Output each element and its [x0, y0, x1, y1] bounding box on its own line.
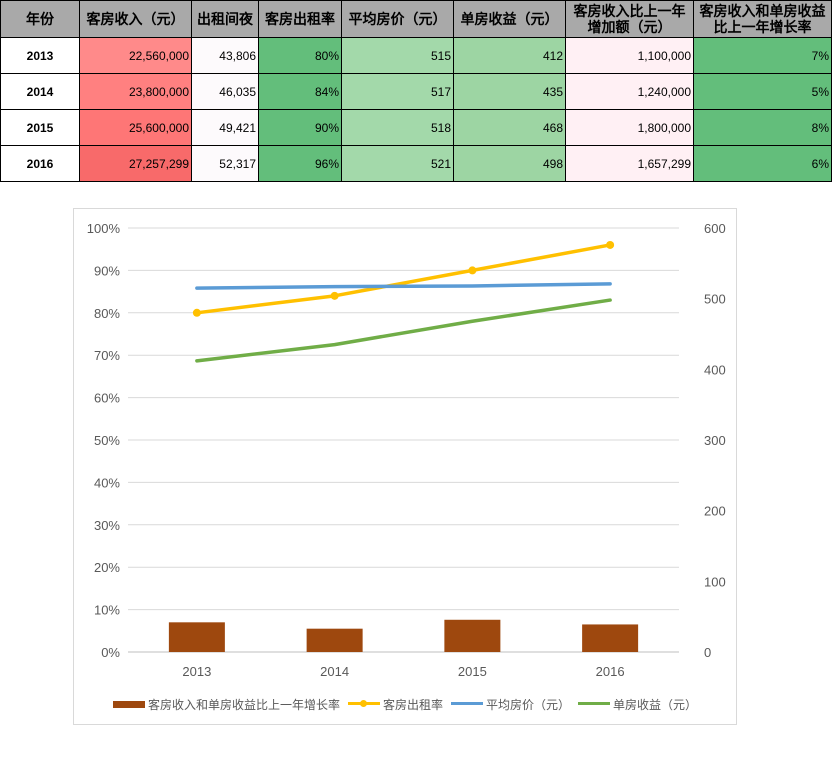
legend-item-growth[interactable]: 客房收入和单房收益比上一年增长率: [112, 696, 340, 713]
x-tick-label: 2013: [182, 664, 211, 679]
data-point: [330, 291, 339, 300]
occupancy-cell[interactable]: 90%: [258, 109, 342, 146]
header-cell[interactable]: 单房收益（元）: [453, 0, 566, 38]
data-point: [606, 240, 615, 249]
chart-canvas: 0% 10% 20% 30% 40% 50% 60% 70% 80% 90% 100% 0 100 200…: [87, 221, 726, 679]
nights-cell[interactable]: 49,421: [191, 109, 259, 146]
header-cell[interactable]: 客房收入和单房收益比上一年增长率: [693, 0, 832, 38]
revpar-cell[interactable]: 435: [453, 73, 566, 110]
year-cell[interactable]: 2013: [0, 37, 80, 74]
growth-cell[interactable]: 6%: [693, 145, 832, 182]
y-left-tick-label: 60%: [94, 391, 120, 406]
year-cell[interactable]: 2016: [0, 145, 80, 182]
y-left-tick-label: 10%: [94, 603, 120, 618]
table-row: 2016 27,257,299 52,317 96% 521 498 1,657…: [0, 145, 832, 182]
legend-label: 单房收益（元）: [613, 697, 698, 712]
legend-label: 客房收入和单房收益比上一年增长率: [147, 697, 340, 712]
y-left-tick-label: 80%: [94, 306, 120, 321]
increase-cell[interactable]: 1,800,000: [565, 109, 694, 146]
data-table: 年份 客房收入（元） 出租间夜 客房出租率 平均房价（元） 单房收益（元） 客房…: [0, 0, 832, 182]
legend-label: 平均房价（元）: [486, 697, 571, 712]
legend-label: 客房出租率: [382, 697, 443, 712]
y-right-tick-label: 100: [704, 574, 726, 589]
x-tick-label: 2016: [596, 664, 625, 679]
bar: [306, 628, 363, 652]
y-right-tick-label: 400: [704, 362, 726, 377]
y-left-tick-label: 70%: [94, 348, 120, 363]
revenue-cell[interactable]: 25,600,000: [79, 109, 192, 146]
x-tick-label: 2015: [458, 664, 487, 679]
increase-cell[interactable]: 1,657,299: [565, 145, 694, 182]
y-left-tick-label: 100%: [87, 221, 121, 236]
data-point: [468, 266, 477, 275]
legend-item-revpar[interactable]: 单房收益（元）: [578, 696, 697, 713]
increase-cell[interactable]: 1,100,000: [565, 37, 694, 74]
nights-cell[interactable]: 43,806: [191, 37, 259, 74]
occupancy-cell[interactable]: 84%: [258, 73, 342, 110]
revpar-cell[interactable]: 468: [453, 109, 566, 146]
legend-swatch-line-marker: [347, 699, 380, 709]
increase-cell[interactable]: 1,240,000: [565, 73, 694, 110]
series-line: [195, 243, 612, 315]
chart-legend[interactable]: 客房收入和单房收益比上一年增长率 客房出租率 平均房价（元） 单房收益（元）: [74, 694, 736, 714]
header-cell[interactable]: 客房收入比上一年增加额（元）: [565, 0, 694, 38]
series-line: [195, 298, 612, 363]
series-line: [195, 282, 612, 290]
occupancy-cell[interactable]: 80%: [258, 37, 342, 74]
year-cell[interactable]: 2014: [0, 73, 80, 110]
y-left-tick-label: 50%: [94, 433, 120, 448]
revenue-cell[interactable]: 23,800,000: [79, 73, 192, 110]
y-left-tick-label: 30%: [94, 518, 120, 533]
occupancy-cell[interactable]: 96%: [258, 145, 342, 182]
revenue-cell[interactable]: 27,257,299: [79, 145, 192, 182]
legend-item-occupancy[interactable]: 客房出租率: [347, 696, 443, 713]
y-left-tick-label: 20%: [94, 560, 120, 575]
year-cell[interactable]: 2015: [0, 109, 80, 146]
legend-swatch-line: [451, 699, 483, 709]
y-left-tick-label: 90%: [94, 263, 120, 278]
y-right-tick-label: 300: [704, 433, 726, 448]
bar: [168, 622, 225, 652]
revenue-cell[interactable]: 22,560,000: [79, 37, 192, 74]
header-cell[interactable]: 客房收入（元）: [79, 0, 192, 38]
adr-cell[interactable]: 515: [341, 37, 454, 74]
bar: [582, 624, 639, 652]
y-right-tick-label: 600: [704, 221, 726, 236]
adr-cell[interactable]: 521: [341, 145, 454, 182]
growth-cell[interactable]: 7%: [693, 37, 832, 74]
header-row: 年份 客房收入（元） 出租间夜 客房出租率 平均房价（元） 单房收益（元） 客房…: [0, 0, 832, 38]
legend-swatch-line: [578, 699, 611, 709]
growth-cell[interactable]: 5%: [693, 73, 832, 110]
table-row: 2015 25,600,000 49,421 90% 518 468 1,800…: [0, 109, 832, 146]
nights-cell[interactable]: 46,035: [191, 73, 259, 110]
header-cell[interactable]: 平均房价（元）: [341, 0, 454, 38]
x-tick-label: 2014: [320, 664, 349, 679]
y-right-tick-label: 500: [704, 292, 726, 307]
adr-cell[interactable]: 517: [341, 73, 454, 110]
y-right-tick-label: 200: [704, 504, 726, 519]
y-left-tick-label: 0%: [101, 645, 120, 660]
legend-swatch-bar: [112, 700, 145, 708]
header-cell[interactable]: 出租间夜: [191, 0, 259, 38]
revpar-cell[interactable]: 412: [453, 37, 566, 74]
revpar-cell[interactable]: 498: [453, 145, 566, 182]
y-left-tick-label: 40%: [94, 475, 120, 490]
header-cell[interactable]: 客房出租率: [258, 0, 342, 38]
data-point: [192, 308, 201, 317]
header-cell[interactable]: 年份: [0, 0, 80, 38]
table-row: 2014 23,800,000 46,035 84% 517 435 1,240…: [0, 73, 832, 110]
nights-cell[interactable]: 52,317: [191, 145, 259, 182]
y-right-tick-label: 0: [704, 645, 711, 660]
legend-item-adr[interactable]: 平均房价（元）: [451, 696, 570, 713]
adr-cell[interactable]: 518: [341, 109, 454, 146]
combo-chart[interactable]: 0% 10% 20% 30% 40% 50% 60% 70% 80% 90% 100% 0 100 200…: [73, 208, 737, 725]
growth-cell[interactable]: 8%: [693, 109, 832, 146]
table-row: 2013 22,560,000 43,806 80% 515 412 1,100…: [0, 37, 832, 74]
bar: [444, 619, 501, 652]
